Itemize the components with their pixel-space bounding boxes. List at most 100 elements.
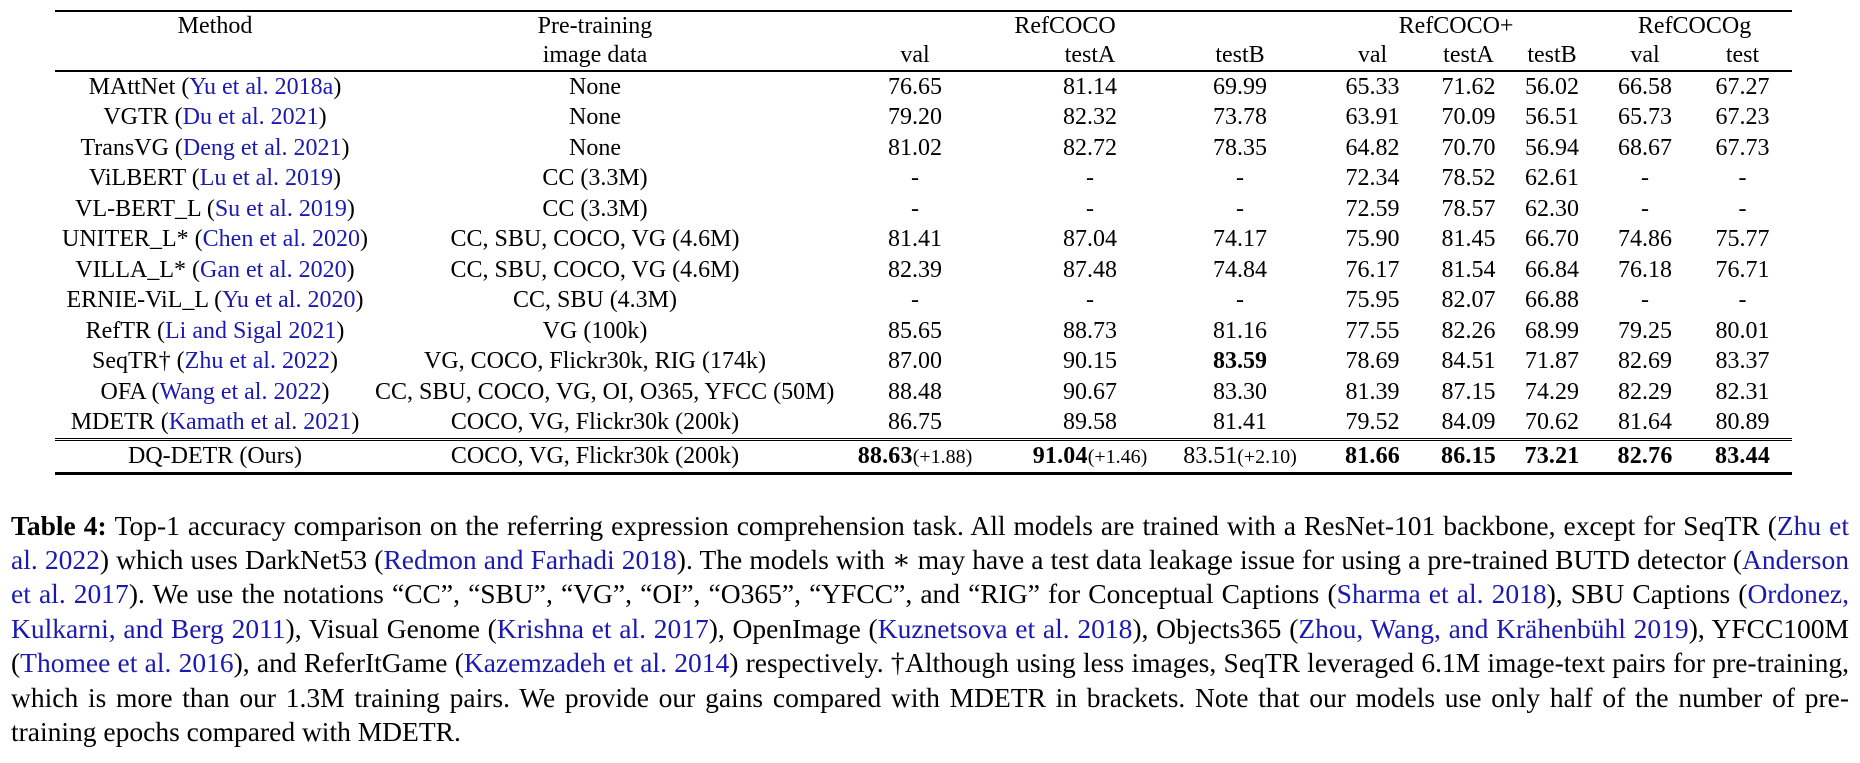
score-value: 65.73	[1618, 104, 1673, 131]
header-row-groups: Method Pre-training RefCOCO RefCOCO+ Ref…	[55, 11, 1792, 41]
score-cell: -	[1015, 164, 1165, 195]
score-cell: 82.31	[1693, 377, 1792, 408]
citation-link[interactable]: Redmon and Farhadi 2018	[383, 543, 677, 575]
gain-value: (+2.10)	[1237, 446, 1297, 468]
pretrain-cell: COCO, VG, Flickr30k (200k)	[450, 409, 740, 436]
score-value: 62.61	[1525, 165, 1580, 192]
score-cell: 81.41	[815, 225, 1015, 256]
citation-link[interactable]: Yu et al. 2018a	[189, 73, 334, 100]
score-value: 88.73	[1063, 317, 1117, 344]
score-cell: 66.70	[1507, 225, 1597, 256]
citation-link[interactable]: Ordonez, Kulkarni, and Berg 2011	[11, 578, 1849, 644]
score-value: -	[1738, 287, 1747, 314]
score-cell: 74.84	[1165, 255, 1315, 286]
citation-link[interactable]: Yu et al. 2020	[222, 287, 356, 314]
score-cell: 78.52	[1430, 164, 1507, 195]
citation-link[interactable]: Zhu et al. 2022	[184, 348, 330, 375]
citation-link[interactable]: Du et al. 2021	[182, 104, 319, 131]
score-value: 62.30	[1525, 195, 1580, 222]
score-value: 77.55	[1345, 317, 1400, 344]
table-row: TransVG (Deng et al. 2021) None 81.02 82.72…	[55, 133, 1792, 164]
score-cell: 67.27	[1693, 71, 1792, 103]
score-value: 83.51	[1183, 443, 1238, 469]
score-cell: 87.00	[815, 347, 1015, 378]
citation-link[interactable]: Li and Sigal 2021	[165, 317, 337, 344]
score-cell: 70.70	[1430, 133, 1507, 164]
score-value: -	[1086, 195, 1094, 222]
subcol-refcoco-plus-val: val	[1315, 41, 1430, 72]
pretrain-cell: VG (100k)	[542, 317, 648, 344]
score-value: 82.07	[1441, 287, 1496, 314]
citation-link[interactable]: Kamath et al. 2021	[168, 409, 352, 436]
citation-link[interactable]: Anderson et al. 2017	[11, 543, 1849, 610]
score-value: 82.31	[1715, 378, 1770, 405]
citation-link[interactable]: Chen et al. 2020	[202, 226, 360, 253]
score-cell: 89.58	[1015, 408, 1165, 440]
citation-link[interactable]: Zhu et al. 2022	[11, 509, 1849, 575]
pretrain-cell: CC, SBU, COCO, VG (4.6M)	[450, 256, 740, 283]
score-cell: 73.21	[1507, 438, 1598, 474]
table-header: Method Pre-training RefCOCO RefCOCO+ Ref…	[55, 11, 1793, 72]
score-cell: 76.17	[1315, 255, 1430, 286]
score-value: 80.01	[1715, 317, 1770, 344]
table-row: MDETR (Kamath et al. 2021) COCO, VG, Flic…	[55, 408, 1792, 440]
score-value: 79.52	[1345, 409, 1400, 436]
score-cell: 56.02	[1507, 71, 1597, 103]
pretrain-cell: None	[569, 104, 621, 131]
citation-link[interactable]: Su et al. 2019	[214, 195, 347, 222]
score-cell: -	[1015, 286, 1165, 317]
score-cell: 71.87	[1507, 347, 1597, 378]
score-cell: 56.94	[1507, 133, 1597, 164]
citation-link[interactable]: Sharma et al. 2018	[1336, 578, 1547, 610]
caption-text: Top-1 accuracy comparison on the referri…	[114, 509, 1777, 541]
score-cell: 68.99	[1507, 316, 1597, 347]
method-cell: RefTR (Li and Sigal 2021)	[85, 317, 345, 344]
citation-link[interactable]: Deng et al. 2021	[182, 134, 342, 161]
pretrain-cell: COCO, VG, Flickr30k (200k)	[375, 438, 815, 474]
score-cell: 81.02	[815, 133, 1015, 164]
score-value: -	[1086, 287, 1094, 314]
method-cell: SeqTR† (Zhu et al. 2022)	[92, 348, 338, 375]
score-value: 66.70	[1525, 226, 1580, 253]
method-name: VGTR	[103, 104, 175, 131]
score-cell: 66.84	[1507, 255, 1597, 286]
citation-link[interactable]: Kuznetsova et al. 2018	[877, 612, 1133, 644]
group-header-refcoco: RefCOCO	[1014, 13, 1116, 39]
method-cell: VILLA_L* (Gan et al. 2020)	[75, 256, 355, 283]
citation-link[interactable]: Wang et al. 2022	[159, 378, 322, 405]
caption-text: ). The models with ∗ may have a test dat…	[676, 543, 1743, 575]
score-cell: 82.07	[1430, 286, 1507, 317]
score-value: 81.41	[888, 226, 942, 253]
score-cell: 81.64	[1597, 408, 1693, 440]
score-cell: 67.73	[1693, 133, 1792, 164]
score-value: 81.16	[1213, 317, 1267, 344]
citation-link[interactable]: Kazemzadeh et al. 2014	[463, 647, 730, 679]
method-name: VILLA_L*	[75, 256, 192, 283]
citation-link[interactable]: Thomee et al. 2016	[20, 647, 234, 679]
score-cell: 88.63(+1.88)	[815, 438, 1015, 474]
method-cell: ERNIE-ViL_L (Yu et al. 2020)	[66, 287, 364, 314]
score-cell: 75.95	[1315, 286, 1430, 317]
citation-link[interactable]: Lu et al. 2019	[199, 165, 333, 192]
score-cell: 74.86	[1597, 225, 1693, 256]
score-cell: 87.04	[1015, 225, 1165, 256]
score-cell: 87.48	[1015, 255, 1165, 286]
caption-text: ) which uses DarkNet53 (	[99, 543, 384, 575]
score-value: 74.29	[1525, 378, 1580, 405]
score-cell: 82.72	[1015, 133, 1165, 164]
score-value: 56.02	[1525, 73, 1580, 100]
score-value: 70.62	[1525, 409, 1580, 436]
caption-text: ), YFCC100M (	[11, 612, 1849, 679]
citation-link[interactable]: Gan et al. 2020	[200, 256, 347, 283]
pretrain-cell: CC (3.3M)	[542, 195, 648, 222]
citation-link[interactable]: Krishna et al. 2017	[496, 612, 709, 644]
score-cell: 78.69	[1315, 347, 1430, 378]
score-value: 86.75	[888, 409, 942, 436]
citation-link[interactable]: Zhou, Wang, and Krähenbühl 2019	[1298, 612, 1689, 644]
method-cell: UNITER_L* (Chen et al. 2020)	[62, 226, 368, 253]
score-value: 72.59	[1345, 195, 1400, 222]
pretrain-cell: None	[569, 73, 621, 100]
score-cell: -	[1693, 286, 1792, 317]
score-value: -	[1641, 195, 1650, 222]
pretrain-cell: CC, SBU, COCO, VG (4.6M)	[450, 226, 740, 253]
